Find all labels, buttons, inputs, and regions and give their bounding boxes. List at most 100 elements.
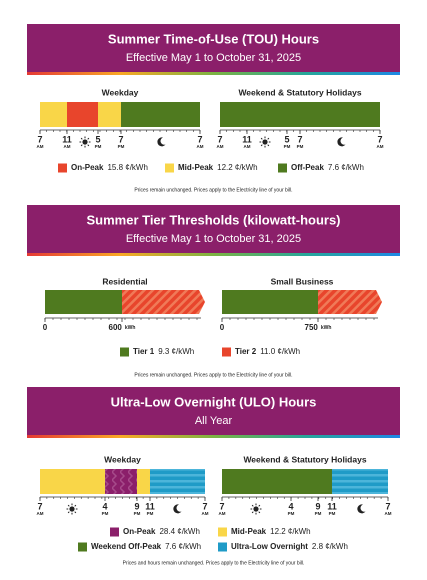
tick-period: AM xyxy=(217,144,224,149)
day-label: Weekend & Statutory Holidays xyxy=(238,87,361,97)
time-segment xyxy=(105,469,137,494)
sun-core xyxy=(82,139,88,145)
tick-hour: 7 xyxy=(118,134,123,144)
banner xyxy=(27,387,400,435)
legend-item: Weekend Off-Peak 7.6 ¢/kWh xyxy=(91,542,201,551)
tick-hour: 5 xyxy=(95,134,100,144)
tier2-bar xyxy=(122,290,205,314)
time-segment xyxy=(67,102,98,127)
banner-subtitle: Effective May 1 to October 31, 2025 xyxy=(126,233,301,245)
tier1-bar xyxy=(222,290,318,314)
tick-hour: 7 xyxy=(297,134,302,144)
tick-period: AM xyxy=(202,511,209,516)
time-segment xyxy=(222,469,332,494)
sun-icon xyxy=(66,503,78,515)
time-segment xyxy=(220,102,380,127)
tick-period: PM xyxy=(297,144,304,149)
tick-period: AM xyxy=(64,144,71,149)
legend-price: 9.3 ¢/kWh xyxy=(158,347,194,356)
sun-ray xyxy=(80,144,83,147)
time-segment xyxy=(121,102,200,127)
sun-core xyxy=(253,506,259,512)
tick-period: AM xyxy=(244,144,251,149)
tick-hour: 11 xyxy=(145,501,155,511)
legend-item: Tier 1 9.3 ¢/kWh xyxy=(133,347,194,356)
tick-hour: 7 xyxy=(197,134,202,144)
legend-swatch xyxy=(165,163,174,173)
legend-price: 12.2 ¢/kWh xyxy=(270,527,310,536)
sun-ray xyxy=(260,137,263,140)
tick-hour: 5 xyxy=(284,134,289,144)
legend-label: Tier 1 xyxy=(133,347,155,356)
legend-item: Mid-Peak 12.2 ¢/kWh xyxy=(178,163,258,172)
tick-hour: 7 xyxy=(377,134,382,144)
legend-item: Mid-Peak 12.2 ¢/kWh xyxy=(231,527,311,536)
customer-label: Small Business xyxy=(271,276,334,286)
legend-swatch xyxy=(218,542,227,552)
tick-hour: 11 xyxy=(242,134,252,144)
tick-value: 750 xyxy=(305,323,319,332)
tick-value: 0 xyxy=(220,323,225,332)
tick-value: 0 xyxy=(43,323,48,332)
legend-item: On-Peak 28.4 ¢/kWh xyxy=(123,527,200,536)
tick-period: PM xyxy=(118,144,125,149)
legend-item: Tier 2 11.0 ¢/kWh xyxy=(235,347,300,356)
tick-period: AM xyxy=(197,144,204,149)
legend-label: Off-Peak xyxy=(291,163,324,172)
tick-label: 0 xyxy=(43,323,48,332)
day-label: Weekend & Statutory Holidays xyxy=(243,454,366,464)
legend-swatch xyxy=(58,163,67,173)
sun-icon xyxy=(259,136,271,148)
legend-label: Ultra-Low Overnight xyxy=(231,542,308,551)
legend-swatch xyxy=(110,527,119,537)
tick-period: PM xyxy=(284,144,291,149)
tick-hour: 7 xyxy=(37,501,42,511)
sun-ray xyxy=(258,511,261,514)
tick-period: PM xyxy=(288,511,295,516)
tick-unit: kWh xyxy=(321,325,332,331)
tick-unit: kWh xyxy=(125,325,136,331)
legend-price: 15.8 ¢/kWh xyxy=(107,163,147,172)
sun-ray xyxy=(74,504,77,507)
sun-ray xyxy=(74,511,77,514)
rainbow-rule xyxy=(27,72,400,75)
sun-ray xyxy=(258,504,261,507)
tick-hour: 11 xyxy=(327,501,337,511)
legend-price: 2.8 ¢/kWh xyxy=(312,542,348,551)
sun-ray xyxy=(251,511,254,514)
sun-ray xyxy=(67,504,70,507)
sun-ray xyxy=(87,137,90,140)
tick-period: PM xyxy=(147,511,154,516)
sun-ray xyxy=(251,504,254,507)
tick-value: 600 xyxy=(109,323,123,332)
time-segment xyxy=(40,469,105,494)
day-label: Weekday xyxy=(104,454,141,464)
legend-item: On-Peak 15.8 ¢/kWh xyxy=(71,163,148,172)
sun-icon xyxy=(250,503,262,515)
tick-hour: 9 xyxy=(134,501,139,511)
tick-period: PM xyxy=(102,511,109,516)
tick-period: AM xyxy=(37,511,44,516)
tick-period: PM xyxy=(329,511,336,516)
time-segment xyxy=(40,102,67,127)
tier2-bar xyxy=(318,290,382,314)
legend-swatch xyxy=(222,347,231,357)
legend-price: 7.6 ¢/kWh xyxy=(165,542,201,551)
moon-icon xyxy=(357,504,366,514)
legend-item: Off-Peak 7.6 ¢/kWh xyxy=(291,163,364,172)
footnote: Prices and hours remain unchanged. Price… xyxy=(123,560,305,566)
tick-period: PM xyxy=(315,511,322,516)
footnote: Prices remain unchanged. Prices apply to… xyxy=(134,187,292,193)
legend-label: Mid-Peak xyxy=(178,163,214,172)
sun-icon xyxy=(79,136,91,148)
legend-swatch xyxy=(120,347,129,357)
legend-price: 28.4 ¢/kWh xyxy=(159,527,199,536)
footnote: Prices remain unchanged. Prices apply to… xyxy=(134,372,292,378)
time-segment xyxy=(137,469,150,494)
banner-title: Ultra-Low Overnight (ULO) Hours xyxy=(111,394,317,409)
moon-icon xyxy=(157,137,166,147)
tick-hour: 4 xyxy=(102,501,107,511)
moon-icon xyxy=(337,137,346,147)
sun-ray xyxy=(80,137,83,140)
tick-hour: 4 xyxy=(288,501,293,511)
